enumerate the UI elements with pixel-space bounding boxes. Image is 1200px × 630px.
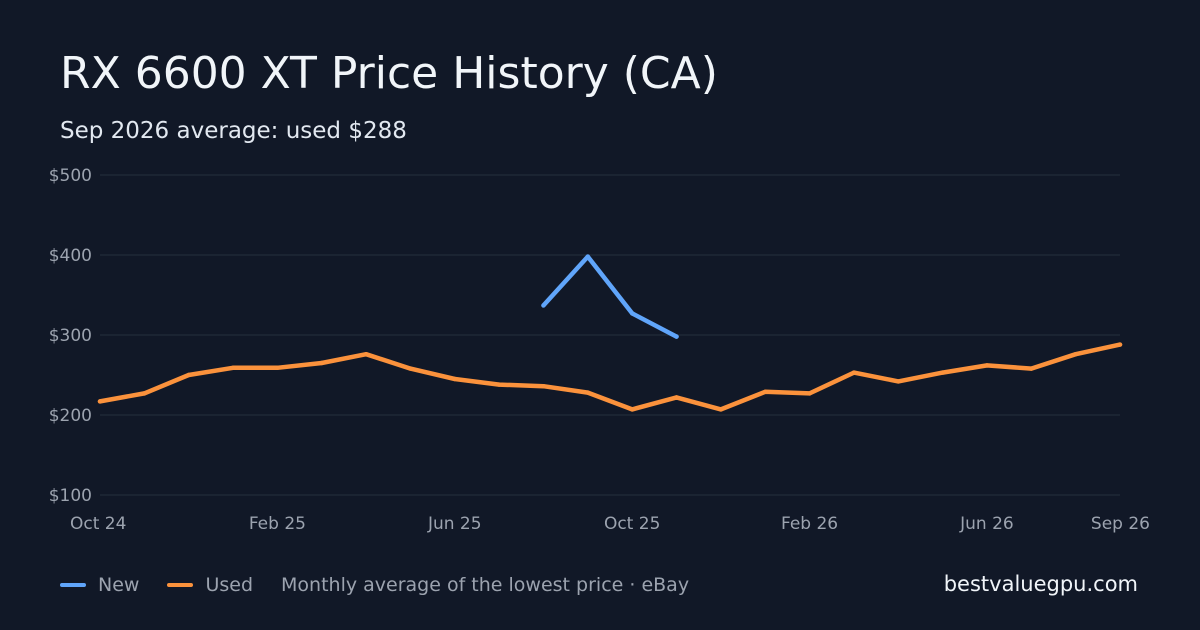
data-point-used[interactable] <box>97 399 103 404</box>
data-point-used[interactable] <box>984 363 990 368</box>
x-tick-label: Jun 26 <box>959 514 1014 534</box>
data-point-new[interactable] <box>541 303 546 308</box>
data-point-used[interactable] <box>763 389 768 394</box>
legend: New Used Monthly average of the lowest p… <box>60 574 689 596</box>
series-line-used <box>97 342 1123 412</box>
data-point-used[interactable] <box>142 391 147 396</box>
data-point-used[interactable] <box>896 379 901 384</box>
legend-item-used[interactable]: Used <box>167 574 253 596</box>
data-point-used[interactable] <box>541 384 546 389</box>
data-point-used[interactable] <box>940 370 945 375</box>
x-tick-label: Oct 25 <box>604 514 660 534</box>
legend-label-new: New <box>98 574 140 596</box>
data-point-used[interactable] <box>807 391 812 396</box>
data-point-new[interactable] <box>674 334 679 339</box>
y-tick-label: $400 <box>49 246 92 266</box>
grid-lines <box>100 174 1120 496</box>
data-point-used[interactable] <box>674 395 679 400</box>
data-point-new[interactable] <box>585 254 591 259</box>
data-point-used[interactable] <box>718 407 724 412</box>
data-point-used[interactable] <box>496 382 502 387</box>
x-tick-label: Feb 25 <box>249 514 306 534</box>
data-point-used[interactable] <box>585 390 591 395</box>
data-point-new[interactable] <box>629 311 635 316</box>
legend-label-used: Used <box>205 574 254 596</box>
x-tick-label: Feb 26 <box>781 514 838 534</box>
y-tick-label: $300 <box>49 326 92 346</box>
data-point-used[interactable] <box>275 365 280 370</box>
data-point-used[interactable] <box>851 370 857 375</box>
data-point-used[interactable] <box>1117 342 1123 347</box>
chart-subtitle: Sep 2026 average: used $288 <box>60 118 407 144</box>
y-tick-label: $500 <box>49 166 92 186</box>
data-point-used[interactable] <box>319 360 324 366</box>
y-tick-label: $200 <box>49 406 92 426</box>
series-line-new <box>541 254 679 339</box>
y-axis-tick-labels: $100 $200 $300 $400 $500 <box>49 166 92 506</box>
legend-swatch-new <box>60 583 86 587</box>
legend-swatch-used <box>167 583 194 587</box>
data-point-used[interactable] <box>363 352 369 357</box>
x-tick-label: Sep 26 <box>1091 514 1150 534</box>
x-axis-tick-labels: Oct 24 Feb 25 Jun 25 Oct 25 Feb 26 Jun 26 Sep … <box>70 514 1150 534</box>
data-point-used[interactable] <box>452 376 457 382</box>
site-name[interactable]: bestvaluegpu.com <box>943 572 1138 596</box>
data-point-used[interactable] <box>230 365 236 370</box>
legend-note: Monthly average of the lowest price · eB… <box>281 574 690 596</box>
data-point-used[interactable] <box>1029 366 1034 371</box>
data-point-used[interactable] <box>408 366 413 371</box>
chart-title: RX 6600 XT Price History (CA) <box>60 48 718 99</box>
data-point-used[interactable] <box>186 372 191 378</box>
x-tick-label: Jun 25 <box>427 514 482 534</box>
y-tick-label: $100 <box>49 486 92 506</box>
data-point-used[interactable] <box>1073 352 1078 357</box>
series-lines <box>97 254 1123 412</box>
legend-item-new[interactable]: New <box>60 574 139 596</box>
data-point-used[interactable] <box>629 407 635 412</box>
x-tick-label: Oct 24 <box>70 514 126 534</box>
